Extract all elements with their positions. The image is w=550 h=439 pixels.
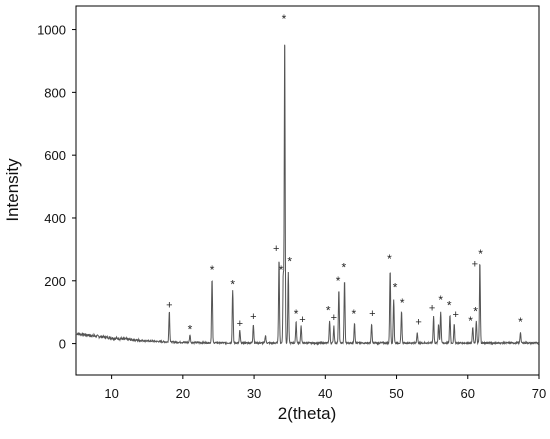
x-tick-label: 20 (176, 386, 190, 401)
x-tick-labels: 10 20 30 40 50 60 70 (104, 386, 546, 401)
star-marker: * (294, 307, 299, 321)
y-tick-labels: 0 200 400 600 800 1000 (37, 23, 66, 352)
phase-markers: *+***+++*** +*+*** +***++* *+ *+*** (166, 12, 523, 336)
plus-marker: + (237, 318, 243, 330)
star-marker: * (518, 315, 523, 329)
x-tick-label: 60 (461, 386, 475, 401)
plus-marker: + (166, 299, 172, 311)
star-marker: * (326, 303, 331, 317)
plus-marker: + (452, 309, 458, 321)
plus-marker: + (331, 312, 337, 324)
y-tick-label: 0 (59, 337, 66, 352)
y-tick-label: 1000 (37, 23, 66, 38)
plus-marker: + (429, 302, 435, 314)
plus-marker: + (273, 243, 279, 255)
axis-ticks (72, 29, 540, 379)
star-marker: * (438, 293, 443, 307)
star-marker: * (210, 263, 215, 277)
x-tick-label: 10 (104, 386, 118, 401)
plus-marker: + (369, 308, 375, 320)
y-tick-label: 400 (44, 211, 66, 226)
star-marker: * (400, 296, 405, 310)
x-tick-label: 70 (532, 386, 546, 401)
x-tick-label: 40 (318, 386, 332, 401)
star-marker: * (341, 261, 346, 275)
plus-marker: + (299, 314, 305, 326)
star-marker: * (188, 322, 193, 336)
star-marker: * (282, 12, 287, 26)
x-tick-label: 50 (389, 386, 403, 401)
plot-frame (75, 5, 540, 376)
star-marker: * (387, 252, 392, 266)
star-marker: * (279, 263, 284, 277)
star-marker: * (393, 280, 398, 294)
plus-marker: + (472, 259, 478, 271)
plus-marker: + (250, 311, 256, 323)
y-tick-label: 600 (44, 148, 66, 163)
star-marker: * (447, 298, 452, 312)
plus-marker: + (415, 317, 421, 329)
star-marker: * (230, 277, 235, 291)
star-marker: * (287, 254, 292, 268)
star-marker: * (468, 314, 473, 328)
star-marker: * (473, 305, 478, 319)
star-marker: * (336, 274, 341, 288)
x-tick-label: 30 (247, 386, 261, 401)
star-marker: * (351, 307, 356, 321)
y-axis-title: Intensity (3, 158, 22, 222)
star-marker: * (478, 247, 483, 261)
y-tick-label: 200 (44, 274, 66, 289)
y-tick-label: 800 (44, 85, 66, 100)
x-axis-title: 2(theta) (278, 404, 337, 423)
diffraction-pattern-line (75, 44, 540, 346)
